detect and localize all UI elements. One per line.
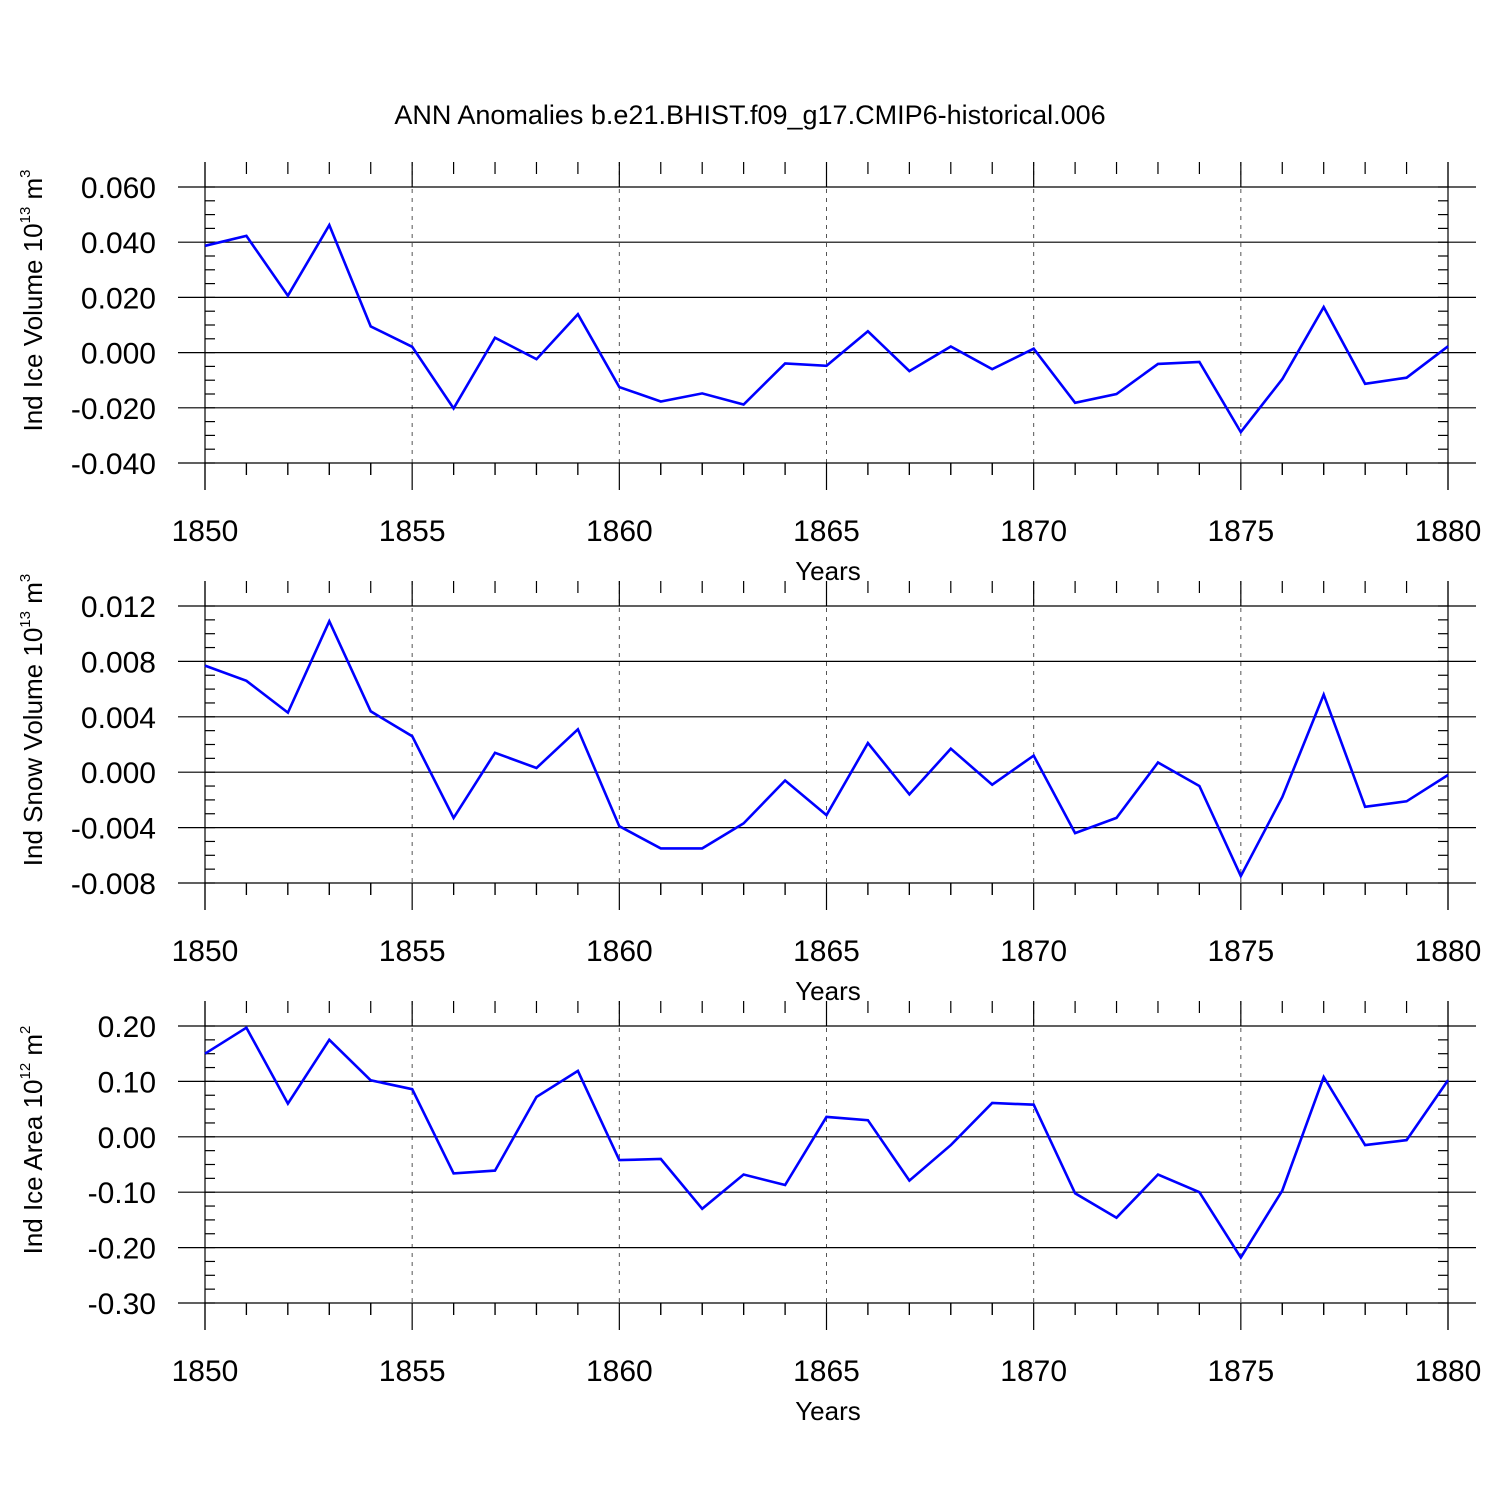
y-tick-label: -0.008 <box>71 868 156 901</box>
x-axis-title: Years <box>795 1396 861 1426</box>
y-tick-label: 0.00 <box>98 1122 156 1155</box>
y-tick-label: -0.040 <box>71 448 156 481</box>
y-axis-title-exponent: 13 <box>17 207 34 224</box>
y-axis-title-exponent: 13 <box>17 611 34 628</box>
y-tick-label: 0.020 <box>81 282 156 315</box>
y-axis-title: Ind Snow Volume 1013 m3 <box>17 574 48 866</box>
x-tick-label: 1855 <box>379 1355 446 1388</box>
y-axis-title-unit: m <box>18 1034 48 1063</box>
y-axis-title-text: Ind Snow Volume 10 <box>18 628 48 867</box>
y-tick-label: -0.020 <box>71 393 156 426</box>
y-axis-title-exponent: 12 <box>17 1063 34 1080</box>
x-tick-label: 1875 <box>1207 515 1274 548</box>
x-tick-label: 1865 <box>793 515 860 548</box>
y-axis-title-unit: m <box>18 178 48 207</box>
panel-3: -0.30 -0.20 -0.10 0.00 0.10 0.20 1850 1855 1860 1… <box>17 1001 1481 1426</box>
x-tick-label: 1880 <box>1415 935 1482 968</box>
x-tick-label: 1865 <box>793 935 860 968</box>
series-line <box>204 222 1449 435</box>
y-axis-title-unit-exponent: 3 <box>17 574 34 582</box>
panel-1: -0.040 -0.020 0.000 0.020 0.040 0.060 1850 1855… <box>17 162 1481 586</box>
y-tick-label: -0.30 <box>88 1288 156 1321</box>
x-axis-title: Years <box>795 556 861 586</box>
x-axis-title: Years <box>795 976 861 1006</box>
x-tick-label: 1850 <box>172 515 239 548</box>
x-tick-label: 1860 <box>586 935 653 968</box>
y-tick-label: 0.000 <box>81 338 156 371</box>
x-tick-label: 1855 <box>379 935 446 968</box>
y-tick-label: 0.060 <box>81 172 156 205</box>
y-tick-label: 0.004 <box>81 702 156 735</box>
x-tick-label: 1870 <box>1000 935 1067 968</box>
y-tick-label: 0.20 <box>98 1011 156 1044</box>
x-tick-label: 1865 <box>793 1355 860 1388</box>
x-tick-label: 1880 <box>1415 1355 1482 1388</box>
chart-title: ANN Anomalies b.e21.BHIST.f09_g17.CMIP6-… <box>394 100 1105 130</box>
y-axis-title-text: Ind Ice Area 10 <box>18 1080 48 1255</box>
x-tick-label: 1875 <box>1207 1355 1274 1388</box>
y-tick-label: 0.000 <box>81 757 156 790</box>
x-tick-label: 1870 <box>1000 515 1067 548</box>
series-line <box>204 618 1449 880</box>
y-tick-label: -0.20 <box>88 1233 156 1266</box>
series-line <box>204 1025 1450 1261</box>
x-tick-label: 1880 <box>1415 515 1482 548</box>
x-tick-label: 1850 <box>172 935 239 968</box>
y-tick-label: 0.012 <box>81 591 156 624</box>
y-axis-title-unit-exponent: 3 <box>17 169 34 177</box>
y-tick-label: -0.10 <box>88 1177 156 1210</box>
y-axis-title: Ind Ice Volume 1013 m3 <box>17 169 48 431</box>
x-tick-label: 1855 <box>379 515 446 548</box>
x-tick-label: 1875 <box>1207 935 1274 968</box>
y-tick-label: -0.004 <box>71 813 156 846</box>
panel-2: -0.008 -0.004 0.000 0.004 0.008 0.012 1850 1855… <box>17 574 1481 1006</box>
x-tick-label: 1850 <box>172 1355 239 1388</box>
y-axis-title-unit-exponent: 2 <box>17 1026 34 1034</box>
panels: -0.040 -0.020 0.000 0.020 0.040 0.060 1850 1855… <box>17 162 1481 1426</box>
y-tick-label: 0.008 <box>81 646 156 679</box>
y-axis-title-unit: m <box>18 582 48 611</box>
x-tick-label: 1860 <box>586 515 653 548</box>
y-axis-title-text: Ind Ice Volume 10 <box>18 223 48 431</box>
y-axis-title: Ind Ice Area 1012 m2 <box>17 1026 48 1255</box>
x-tick-label: 1860 <box>586 1355 653 1388</box>
x-tick-label: 1870 <box>1000 1355 1067 1388</box>
y-tick-label: 0.040 <box>81 227 156 260</box>
y-tick-label: 0.10 <box>98 1066 156 1099</box>
